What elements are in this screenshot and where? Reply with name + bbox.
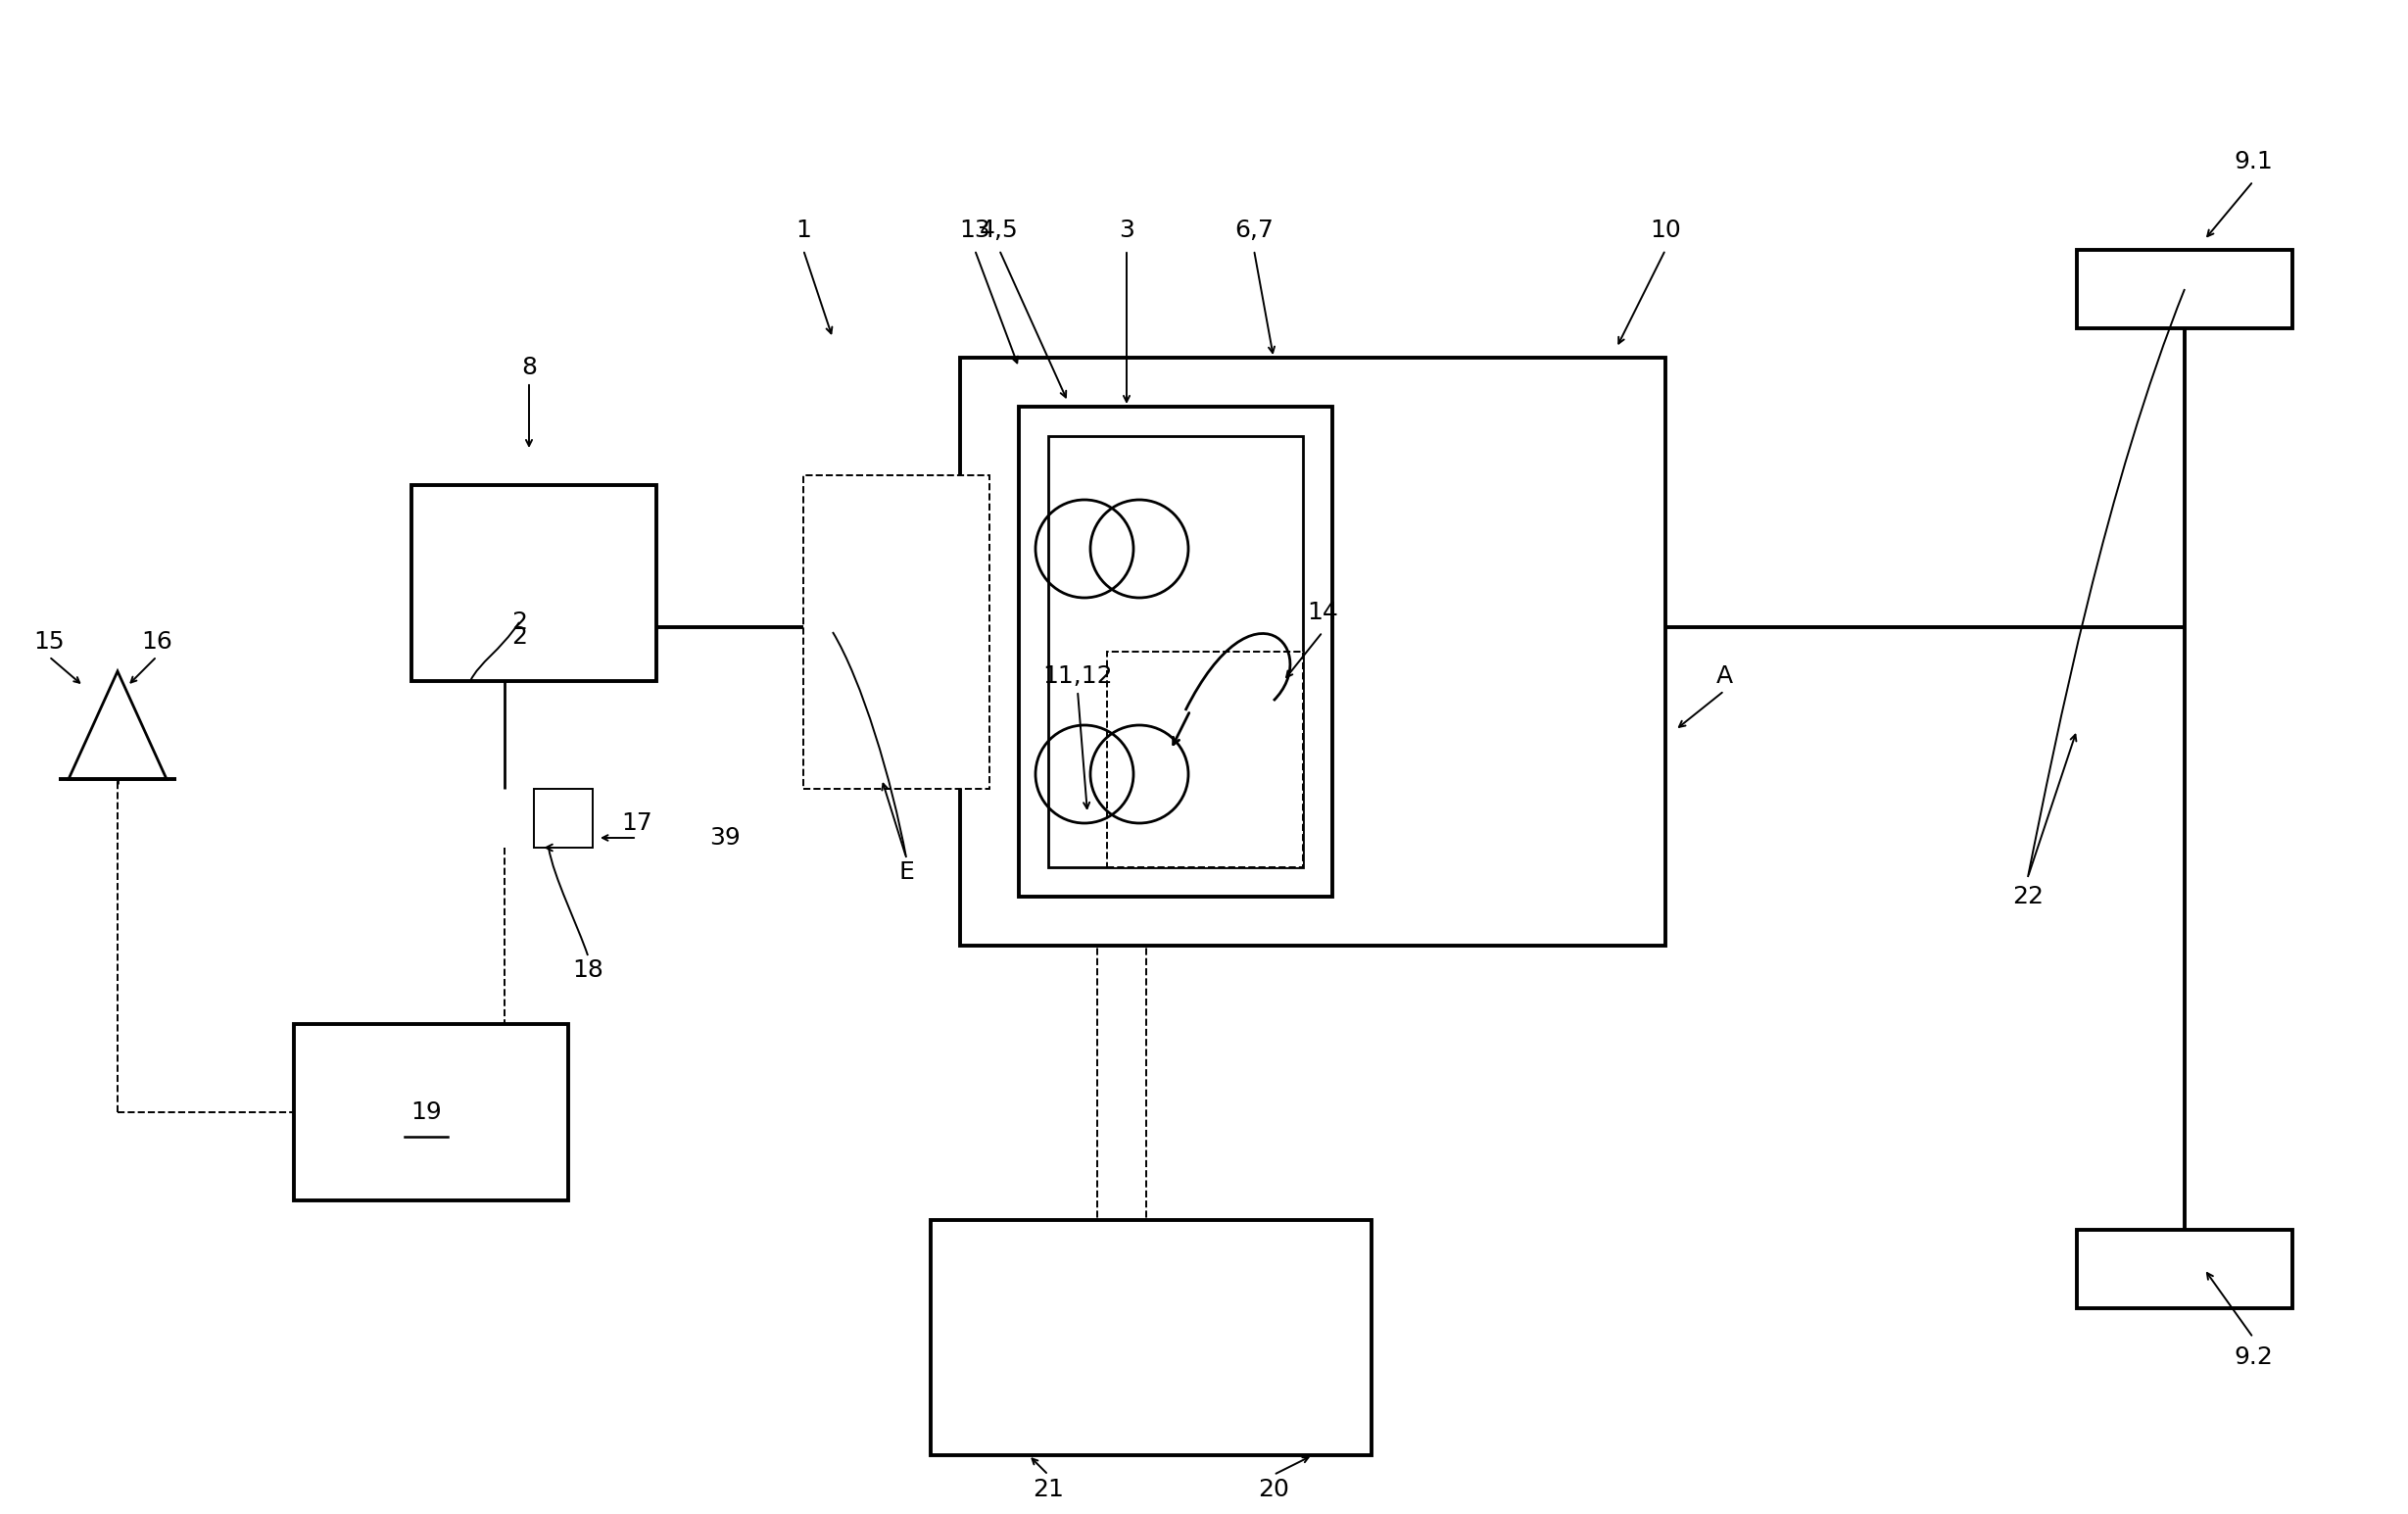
Text: 8: 8 [520,356,537,378]
Text: 39: 39 [710,827,742,849]
Text: 14: 14 [1308,601,1339,624]
Text: 9.2: 9.2 [2235,1346,2273,1369]
Text: 13: 13 [958,218,990,242]
Bar [961,357,1666,946]
Text: 6,7: 6,7 [1235,218,1274,242]
Text: 9.1: 9.1 [2235,150,2273,174]
Text: 10: 10 [1649,218,1681,242]
Text: 11,12: 11,12 [1043,665,1112,687]
Text: A: A [1717,665,1734,687]
Bar [804,475,990,789]
Text: 18: 18 [573,958,604,983]
Bar [1019,407,1332,896]
Bar [412,484,657,681]
Text: 17: 17 [621,812,653,834]
Text: 4,5: 4,5 [980,218,1019,242]
Bar [2076,1229,2292,1308]
Text: 3: 3 [1120,218,1134,242]
Bar [929,1220,1373,1455]
Bar [1108,651,1303,868]
Text: 21: 21 [1033,1478,1064,1502]
Text: 19: 19 [412,1101,441,1123]
Bar [2076,250,2292,329]
Text: 2: 2 [510,625,527,648]
Text: 22: 22 [2013,884,2044,908]
Text: 1: 1 [795,218,811,242]
Text: 15: 15 [34,630,65,654]
Bar [294,1023,568,1201]
Bar [1047,436,1303,868]
Text: 2: 2 [510,610,527,634]
Bar [535,789,592,848]
Text: E: E [898,860,915,884]
Text: 20: 20 [1257,1478,1288,1502]
Text: 16: 16 [142,630,173,654]
